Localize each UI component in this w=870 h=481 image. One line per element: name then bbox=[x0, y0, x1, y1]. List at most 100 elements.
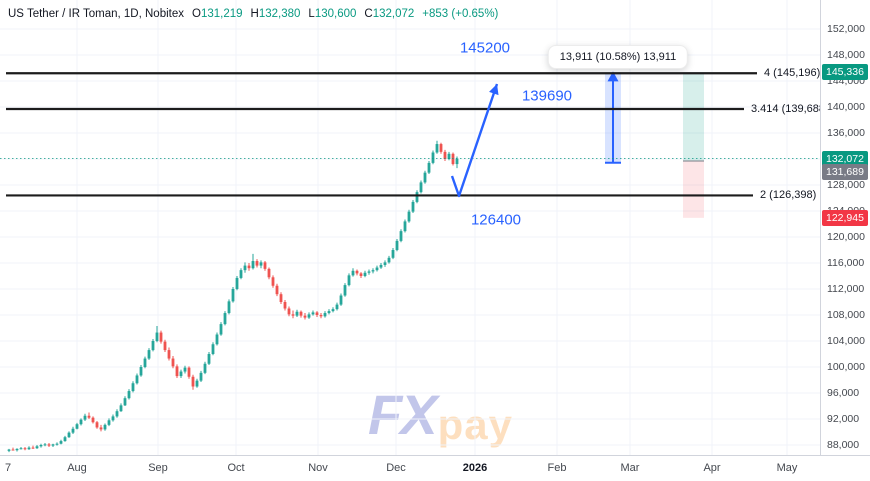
candle-body bbox=[131, 383, 135, 392]
candle-body bbox=[439, 144, 443, 152]
candle-body bbox=[191, 376, 195, 387]
position-loss-zone[interactable] bbox=[683, 161, 704, 218]
candle-body bbox=[343, 285, 347, 296]
candle-body bbox=[91, 417, 95, 423]
price-axis[interactable]: 152,000148,000144,000140,000136,000132,0… bbox=[820, 0, 870, 455]
candle-body bbox=[139, 367, 143, 376]
candle-body bbox=[319, 315, 323, 317]
candle-body bbox=[83, 415, 87, 420]
candle-body bbox=[179, 371, 183, 377]
price-tick: 136,000 bbox=[827, 127, 865, 139]
candle-body bbox=[447, 153, 451, 159]
candle-body bbox=[375, 267, 379, 271]
candle-body bbox=[31, 447, 35, 449]
candle-body bbox=[151, 341, 155, 351]
candle-body bbox=[431, 152, 435, 163]
candle-body bbox=[67, 432, 71, 438]
projection-arrow-line[interactable] bbox=[450, 83, 499, 198]
time-axis[interactable]: 7 Aug Sep Oct Nov Dec 2026 Feb Mar Apr May bbox=[0, 455, 870, 481]
candle-body bbox=[55, 443, 59, 445]
candle-body bbox=[63, 437, 67, 442]
position-profit-zone[interactable] bbox=[683, 72, 704, 162]
candle-body bbox=[323, 313, 327, 317]
candle-body bbox=[455, 158, 459, 165]
candle-body bbox=[271, 277, 275, 286]
time-tick: Sep bbox=[148, 462, 168, 474]
time-tick: Oct bbox=[227, 462, 245, 474]
candle-body bbox=[371, 270, 375, 272]
price-badge: 122,945 bbox=[822, 209, 868, 226]
candle-body bbox=[379, 264, 383, 268]
candle-body bbox=[243, 265, 247, 271]
candle-body bbox=[291, 314, 295, 316]
candle-body bbox=[387, 257, 391, 263]
candle-body bbox=[171, 358, 175, 367]
candle-body bbox=[247, 265, 251, 269]
candle-body bbox=[11, 449, 15, 451]
fib-level-label: 2 (126,398) bbox=[760, 189, 817, 202]
candle-body bbox=[167, 350, 171, 359]
candle-body bbox=[391, 250, 395, 258]
price-tick: 148,000 bbox=[827, 49, 865, 61]
candle-body bbox=[103, 424, 107, 430]
candle-body bbox=[307, 314, 311, 318]
candle-body bbox=[279, 294, 283, 302]
price-target-mid-note[interactable]: 139690 bbox=[521, 87, 573, 105]
candle-body bbox=[443, 151, 447, 159]
price-range-measure-label[interactable]: 13,911 (10.58%) 13,911 bbox=[547, 45, 689, 69]
price-tick: 88,000 bbox=[827, 439, 860, 451]
price-target-upper-note[interactable]: 145200 bbox=[459, 39, 511, 57]
candle-body bbox=[315, 312, 319, 315]
candle-body bbox=[187, 367, 191, 377]
candle-body bbox=[223, 313, 227, 325]
candle-body bbox=[111, 416, 115, 421]
candle-body bbox=[259, 262, 263, 266]
price-badge: 145,336 bbox=[822, 64, 868, 81]
price-tick: 116,000 bbox=[827, 257, 865, 269]
candle-body bbox=[155, 332, 159, 341]
candle-body bbox=[123, 398, 127, 406]
candle-body bbox=[251, 261, 255, 269]
candle-body bbox=[287, 308, 291, 315]
candle-body bbox=[427, 162, 431, 173]
candle-body bbox=[203, 363, 207, 373]
price-badge: 132,072 bbox=[822, 150, 868, 167]
time-tick: Mar bbox=[620, 462, 640, 474]
candle-body bbox=[159, 332, 163, 342]
ohlc-open: O131,219 bbox=[192, 8, 243, 20]
candle-body bbox=[19, 448, 23, 450]
candle-body bbox=[227, 301, 231, 314]
candle-body bbox=[207, 354, 211, 364]
candle-body bbox=[275, 285, 279, 295]
candle-body bbox=[51, 444, 55, 446]
candle-body bbox=[407, 211, 411, 222]
change-value: +853 (+0.65%) bbox=[422, 8, 499, 20]
measure-arrowhead-icon bbox=[607, 71, 619, 82]
candle-body bbox=[367, 271, 371, 273]
candle-body bbox=[219, 324, 223, 335]
candle-body bbox=[415, 192, 419, 202]
candle-body bbox=[211, 344, 215, 354]
candle-body bbox=[39, 445, 43, 447]
time-tick: Nov bbox=[308, 462, 328, 474]
projection-arrowhead-icon bbox=[489, 84, 499, 96]
ohlc-high: H132,380 bbox=[250, 8, 301, 20]
time-tick: Dec bbox=[386, 462, 406, 474]
chart-legend[interactable]: US Tether / IR Toman, 1D, Nobitex O131,2… bbox=[8, 8, 498, 20]
fib-level-label: 3.414 (139,688) bbox=[751, 103, 829, 116]
candle-body bbox=[7, 449, 11, 451]
ohlc-close: C132,072 bbox=[364, 8, 415, 20]
price-tick: 104,000 bbox=[827, 335, 865, 347]
candle-body bbox=[235, 277, 239, 289]
price-tick: 120,000 bbox=[827, 231, 865, 243]
candle-body bbox=[115, 411, 119, 417]
candle-body bbox=[43, 444, 47, 446]
candle-body bbox=[327, 311, 331, 314]
price-tick: 100,000 bbox=[827, 361, 865, 373]
symbol-title[interactable]: US Tether / IR Toman, 1D, Nobitex bbox=[8, 8, 184, 20]
candle-body bbox=[59, 441, 63, 444]
candle-body bbox=[299, 311, 303, 316]
candle-body bbox=[423, 172, 427, 183]
price-target-lower-note[interactable]: 126400 bbox=[470, 211, 522, 229]
